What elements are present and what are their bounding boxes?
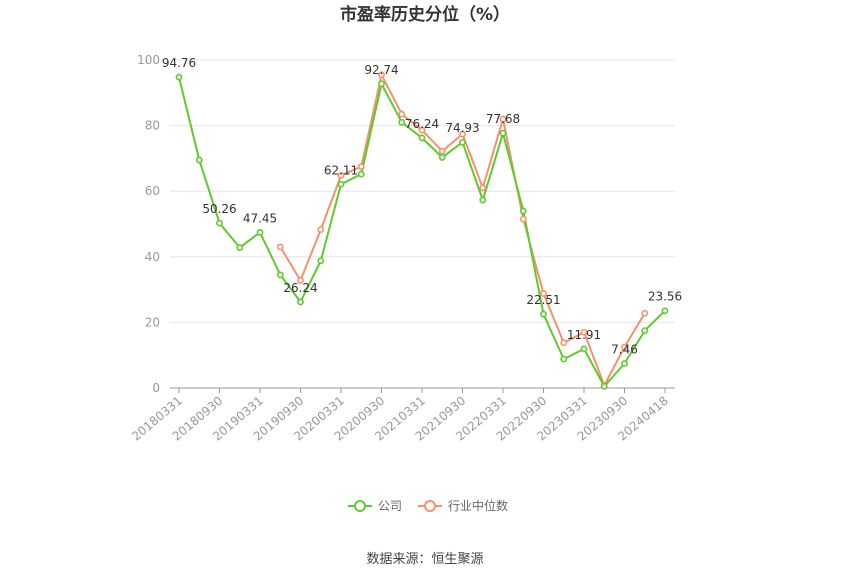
data-point [519, 215, 527, 223]
data-point [317, 257, 325, 265]
legend-marker [424, 500, 436, 512]
data-label: 62.11 [324, 163, 358, 177]
legend-label: 行业中位数 [448, 498, 508, 513]
data-point [661, 307, 669, 315]
data-point [540, 290, 547, 297]
data-label: 94.76 [162, 56, 196, 70]
data-point [276, 271, 284, 279]
data-point [600, 382, 608, 390]
data-label: 23.56 [648, 290, 682, 304]
y-tick-label: 20 [145, 315, 160, 329]
data-point [479, 196, 487, 204]
series-points [175, 71, 669, 390]
data-point [641, 309, 649, 317]
y-axis: 0 20 40 60 80 100 [137, 53, 160, 395]
data-point [337, 172, 345, 179]
data-point [438, 154, 446, 161]
data-point [195, 156, 203, 164]
data-point [297, 277, 304, 284]
data-point [256, 228, 264, 236]
data-point [540, 310, 547, 318]
data-point [499, 129, 507, 137]
data-label: 76.24 [405, 117, 439, 131]
legend-item-0[interactable]: 公司 [348, 499, 402, 513]
data-point [641, 327, 649, 334]
chart-title: 市盈率历史分位（%） [340, 4, 510, 25]
legend-item-1[interactable]: 行业中位数 [418, 498, 508, 513]
data-point [459, 138, 466, 146]
data-point [297, 298, 304, 306]
data-point [175, 73, 183, 81]
y-tick-label: 80 [145, 119, 160, 133]
data-label: 26.24 [283, 281, 317, 295]
y-tick-label: 0 [152, 381, 160, 395]
source-text: 数据来源：恒生聚源 [366, 552, 483, 567]
data-point [519, 207, 527, 215]
data-point [580, 328, 588, 336]
legend[interactable]: 公司 行业中位数 [348, 498, 508, 513]
data-point [216, 219, 223, 227]
data-label: 74.93 [445, 121, 479, 135]
data-point [276, 243, 284, 251]
data-point [357, 163, 365, 170]
data-label: 22.51 [526, 293, 560, 307]
data-point [621, 360, 628, 367]
data-label: 50.26 [202, 202, 236, 216]
data-point [236, 244, 244, 252]
y-tick-label: 100 [137, 53, 160, 67]
data-point [398, 118, 406, 126]
data-label: 92.74 [364, 63, 398, 77]
data-point [438, 147, 446, 155]
data-label: 47.45 [243, 211, 277, 225]
data-label: 11.91 [567, 328, 601, 342]
data-point [560, 355, 568, 363]
data-label: 77.68 [486, 112, 520, 126]
data-point [357, 170, 365, 178]
data-point [418, 126, 426, 134]
x-axis: 2018033120180930201903312019093020200331… [129, 387, 675, 444]
data-point [560, 339, 568, 347]
y-tick-label: 60 [145, 184, 160, 198]
data-point [621, 343, 628, 351]
legend-label: 公司 [378, 499, 402, 513]
data-label: 7.46 [611, 343, 638, 357]
data-point [479, 184, 487, 192]
data-point [418, 134, 426, 142]
data-point [317, 226, 325, 233]
data-point [378, 71, 385, 79]
data-point [378, 80, 385, 88]
data-point [459, 130, 466, 138]
data-labels: 94.76 50.26 47.45 26.24 62.11 92.74 76.24 74.93… [162, 56, 682, 356]
grid [170, 59, 675, 323]
data-point [337, 180, 345, 188]
data-point [580, 345, 588, 353]
data-point [499, 115, 507, 123]
legend-marker [354, 500, 366, 512]
data-point [398, 110, 406, 118]
y-tick-label: 40 [145, 250, 160, 264]
